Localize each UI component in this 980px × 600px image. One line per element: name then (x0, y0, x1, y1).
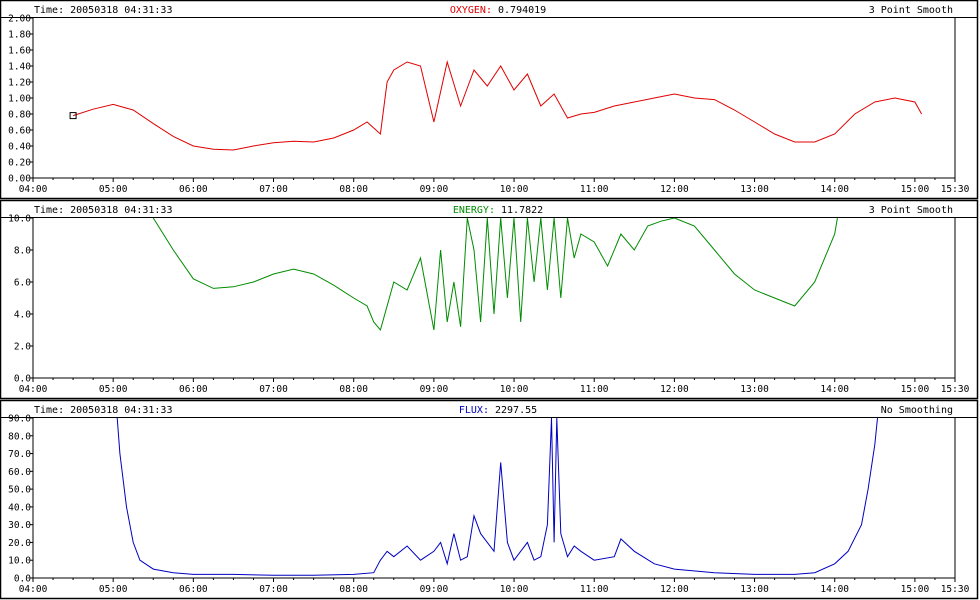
y-tick-label: 0.80 (8, 110, 31, 121)
panel-2: Time: 20050318 04:31:33 ENERGY: 11.7822 3 … (0, 199, 979, 400)
panel-1: Time: 20050318 04:31:33 OXYGEN: 0.794019 3… (0, 0, 979, 200)
smoothing-label: 3 Point Smooth (869, 5, 953, 16)
x-tick-label: 13:00 (740, 384, 769, 395)
series-title: OXYGEN: (450, 5, 492, 16)
y-tick-label: 2.00 (8, 14, 31, 25)
x-tick-label: 15:30 (941, 384, 970, 395)
panel-border (0, 399, 979, 600)
x-tick-label: 12:00 (660, 584, 689, 595)
x-tick-label: 10:00 (500, 584, 529, 595)
panel-3: Time: 20050318 04:31:33 FLUX: 2297.55 No S… (0, 399, 979, 600)
y-tick-label: 20.0 (8, 538, 31, 549)
y-tick-label: 0.0 (14, 574, 31, 585)
x-tick-label: 15:30 (941, 584, 970, 595)
x-tick-label: 06:00 (179, 384, 208, 395)
series-title: FLUX: (459, 405, 489, 416)
y-tick-label: 30.0 (8, 520, 31, 531)
y-tick-label: 6.0 (14, 278, 31, 289)
y-tick-label: 4.0 (14, 310, 31, 321)
series-line (116, 418, 878, 576)
x-tick-label: 09:00 (420, 584, 449, 595)
series-value: 2297.55 (489, 405, 537, 416)
y-tick-label: 0.20 (8, 158, 31, 169)
y-tick-label: 1.20 (8, 78, 31, 89)
x-tick-label: 08:00 (339, 384, 368, 395)
y-tick-label: 2.0 (14, 342, 31, 353)
series-readout: FLUX: 2297.55 (459, 405, 537, 416)
y-tick-label: 70.0 (8, 449, 31, 460)
x-tick-label: 04:00 (19, 584, 48, 595)
y-tick-label: 10.0 (8, 556, 31, 567)
x-tick-label: 09:00 (420, 184, 449, 195)
y-tick-label: 10.0 (8, 214, 31, 225)
x-tick-label: 04:00 (19, 384, 48, 395)
time-label: Time: 20050318 04:31:33 (34, 405, 172, 416)
x-tick-label: 06:00 (179, 184, 208, 195)
y-tick-label: 1.80 (8, 30, 31, 41)
x-tick-label: 09:00 (420, 384, 449, 395)
x-tick-label: 08:00 (339, 184, 368, 195)
x-tick-label: 10:00 (500, 384, 529, 395)
x-tick-label: 08:00 (339, 584, 368, 595)
x-tick-label: 11:00 (580, 384, 609, 395)
smoothing-label: No Smoothing (881, 405, 953, 416)
x-tick-label: 15:00 (901, 584, 930, 595)
x-tick-label: 11:00 (580, 584, 609, 595)
series-readout: ENERGY: 11.7822 (453, 205, 543, 216)
series-line (72, 60, 923, 151)
x-tick-label: 06:00 (179, 584, 208, 595)
x-tick-label: 07:00 (259, 184, 288, 195)
y-tick-label: 0.60 (8, 126, 31, 137)
x-tick-label: 10:00 (500, 184, 529, 195)
y-tick-label: 0.0 (14, 374, 31, 385)
x-tick-label: 15:00 (901, 184, 930, 195)
x-tick-label: 04:00 (19, 184, 48, 195)
x-tick-label: 05:00 (99, 584, 128, 595)
y-tick-label: 40.0 (8, 502, 31, 513)
y-tick-label: 60.0 (8, 467, 31, 478)
smoothing-label: 3 Point Smooth (869, 205, 953, 216)
x-tick-label: 15:00 (901, 384, 930, 395)
x-tick-label: 05:00 (99, 384, 128, 395)
panel-border (0, 0, 979, 200)
x-tick-label: 13:00 (740, 184, 769, 195)
x-tick-label: 15:30 (941, 184, 970, 195)
series-line (152, 218, 838, 332)
y-tick-label: 50.0 (8, 485, 31, 496)
x-tick-label: 05:00 (99, 184, 128, 195)
y-tick-label: 90.0 (8, 414, 31, 425)
y-tick-label: 1.40 (8, 62, 31, 73)
x-tick-label: 14:00 (820, 584, 849, 595)
y-tick-label: 1.00 (8, 94, 31, 105)
y-tick-label: 8.0 (14, 246, 31, 257)
cursor-marker (69, 112, 77, 120)
series-title: ENERGY: (453, 205, 495, 216)
x-tick-label: 13:00 (740, 584, 769, 595)
x-tick-label: 07:00 (259, 384, 288, 395)
series-value: 11.7822 (495, 205, 543, 216)
series-value: 0.794019 (492, 5, 546, 16)
panel-border (0, 199, 979, 400)
time-label: Time: 20050318 04:31:33 (34, 5, 172, 16)
y-tick-label: 0.00 (8, 174, 31, 185)
x-tick-label: 12:00 (660, 384, 689, 395)
x-tick-label: 07:00 (259, 584, 288, 595)
series-readout: OXYGEN: 0.794019 (450, 5, 546, 16)
y-tick-label: 80.0 (8, 431, 31, 442)
x-tick-label: 14:00 (820, 384, 849, 395)
y-tick-label: 0.40 (8, 142, 31, 153)
y-tick-label: 1.60 (8, 46, 31, 57)
x-tick-label: 12:00 (660, 184, 689, 195)
x-tick-label: 14:00 (820, 184, 849, 195)
x-tick-label: 11:00 (580, 184, 609, 195)
time-label: Time: 20050318 04:31:33 (34, 205, 172, 216)
